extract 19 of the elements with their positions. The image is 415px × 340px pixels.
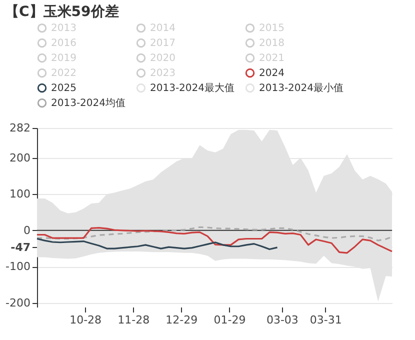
x-tick-label: 01-29 <box>214 314 246 326</box>
y-tick-label: -47 <box>10 240 30 254</box>
chart-title: 【C】玉米59价差 <box>5 4 119 20</box>
legend-label: 2024 <box>259 68 284 79</box>
legend-label: 2013-2024均值 <box>51 97 126 109</box>
y-tick-label: 100 <box>10 188 30 201</box>
y-tick-label: 0 <box>24 224 30 237</box>
y-tick-label: -200 <box>6 296 30 310</box>
x-tick-label: 03-03 <box>266 314 298 326</box>
x-tick-label: 11-28 <box>118 314 150 326</box>
x-tick-label: 03-31 <box>310 314 342 326</box>
legend-label: 2025 <box>51 83 76 94</box>
y-tick-label: -100 <box>6 260 30 274</box>
x-tick-label: 12-29 <box>166 314 198 326</box>
y-tick-label: 200 <box>10 151 30 164</box>
legend-label: 2013-2024最小值 <box>259 82 344 94</box>
y-tick-label: 282 <box>10 122 30 134</box>
x-tick-label: 10-28 <box>70 314 102 326</box>
legend-label: 2013-2024最大值 <box>150 82 235 94</box>
